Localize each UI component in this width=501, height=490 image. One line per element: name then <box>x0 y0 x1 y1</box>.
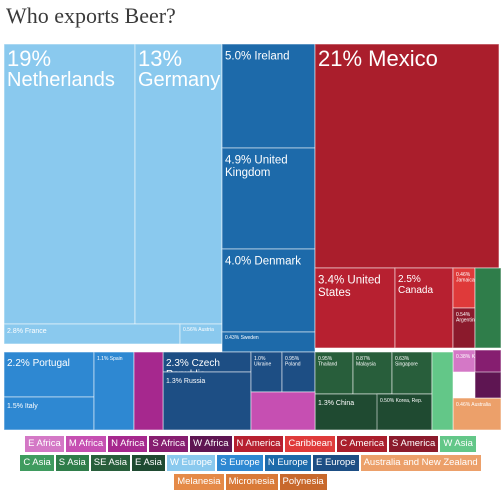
cell-minor-w-asia-27[interactable] <box>431 351 454 430</box>
cell-ireland[interactable]: 5.0% Ireland <box>221 43 316 149</box>
cell-korea-rep[interactable]: 0.50% Korea, Rep. <box>376 393 433 430</box>
cell-rect-minor-s-asia-28 <box>474 267 501 349</box>
cell-rect-canada <box>394 267 454 349</box>
cell-jamaica[interactable]: 0.46% Jamaica <box>452 267 476 309</box>
cell-label-korea-rep: 0.50% Korea, Rep. <box>380 398 422 404</box>
legend-item-e-africa[interactable]: E Africa <box>25 436 64 452</box>
cell-rect-korea-rep <box>376 393 433 430</box>
cell-rect-minor-w-asia-27 <box>431 351 454 430</box>
cell-united-states[interactable]: 3.4% United States <box>314 267 396 349</box>
legend-item-n-america[interactable]: N America <box>233 436 284 452</box>
cell-rect-united-states <box>314 267 396 349</box>
legend-item-se-asia[interactable]: SE Asia <box>90 455 131 471</box>
cell-france[interactable]: 2.8% France <box>3 323 181 345</box>
cell-label-australia: 0.46% Australia <box>456 402 491 408</box>
cell-rect-denmark <box>221 248 316 333</box>
legend-item-c-asia[interactable]: C Asia <box>20 455 54 471</box>
treemap-chart: 19% Netherlands 13% Germany 2.8% France 0.56%… <box>3 43 501 430</box>
legend-item-e-europe[interactable]: E Europe <box>312 455 359 471</box>
cell-label-canada: 2.5% Canada <box>398 274 433 296</box>
cell-rect-spain <box>93 351 135 430</box>
cell-rect-minor-w-africa-32 <box>474 371 501 399</box>
cell-rect-italy <box>3 396 95 430</box>
cell-label-argentina: 0.54% Argentina <box>456 312 478 324</box>
cell-rect-ukraine <box>250 351 283 393</box>
cell-netherlands[interactable]: 19% Netherlands <box>3 43 136 325</box>
cell-label-spain: 1.1% Spain <box>97 356 123 362</box>
cell-russia[interactable]: 1.3% Russia <box>162 371 252 430</box>
legend-item-w-europe[interactable]: W Europe <box>166 455 216 471</box>
cell-canada[interactable]: 2.5% Canada <box>394 267 454 349</box>
legend-item-caribbean[interactable]: Caribbean <box>285 436 336 452</box>
cell-rect-singapore <box>391 351 433 395</box>
legend-item-micronesia[interactable]: Micronesia <box>225 474 278 490</box>
cell-rect-mexico <box>314 43 500 269</box>
cell-label-ireland: 5.0% Ireland <box>225 51 290 63</box>
legend-item-m-africa[interactable]: M Africa <box>65 436 107 452</box>
cell-rect-portugal <box>3 351 95 398</box>
cell-rect-germany <box>134 43 223 325</box>
legend-item-australia-and-new-zealand[interactable]: Australia and New Zealand <box>360 455 481 471</box>
cell-portugal[interactable]: 2.2% Portugal <box>3 351 95 398</box>
cell-rect-minor-m-africa-31 <box>250 391 316 430</box>
cell-italy[interactable]: 1.5% Italy <box>3 396 95 430</box>
legend-item-c-america[interactable]: C America <box>337 436 388 452</box>
legend-item-polynesia[interactable]: Polynesia <box>279 474 327 490</box>
cell-label-netherlands: 19% Netherlands <box>7 46 115 91</box>
cell-denmark[interactable]: 4.0% Denmark <box>221 248 316 333</box>
cell-germany[interactable]: 13% Germany <box>134 43 223 325</box>
cell-label-thailand: 0.95% Thailand <box>318 356 337 368</box>
cell-argentina[interactable]: 0.54% Argentina <box>452 307 478 349</box>
cell-label-austria: 0.56% Austria <box>183 327 214 333</box>
cell-label-mexico: 21% Mexico <box>318 46 438 71</box>
legend-item-n-africa[interactable]: N Africa <box>108 436 148 452</box>
legend-item-e-asia[interactable]: E Asia <box>132 455 165 471</box>
legend-item-w-asia[interactable]: W Asia <box>440 436 476 452</box>
cell-label-ukraine: 1.0% Ukraine <box>254 356 271 368</box>
cell-label-italy: 1.5% Italy <box>7 403 38 410</box>
chart-title: Who exports Beer? <box>6 3 176 28</box>
cell-minor-s-asia-28[interactable] <box>474 267 501 349</box>
cell-minor-n-africa-30[interactable] <box>133 351 164 430</box>
cell-ukraine[interactable]: 1.0% Ukraine <box>250 351 283 393</box>
cell-label-denmark: 4.0% Denmark <box>225 256 301 268</box>
cell-united-kingdom[interactable]: 4.9% United Kingdom <box>221 147 316 250</box>
cell-label-france: 2.8% France <box>7 328 47 335</box>
legend-item-s-europe[interactable]: S Europe <box>217 455 263 471</box>
cell-label-sweden: 0.43% Sweden <box>225 335 259 341</box>
cell-label-kenya: 0.38% Kenya <box>456 354 486 360</box>
cell-rect-united-kingdom <box>221 147 316 250</box>
cell-label-united-kingdom: 4.9% United Kingdom <box>225 155 288 180</box>
cell-label-jamaica: 0.46% Jamaica <box>456 272 475 284</box>
cell-singapore[interactable]: 0.63% Singapore <box>391 351 433 395</box>
cell-label-poland: 0.95% Poland <box>285 356 301 368</box>
cell-austria[interactable]: 0.56% Austria <box>179 323 223 345</box>
cell-rect-minor-n-africa-30 <box>133 351 164 430</box>
cell-label-germany: 13% Germany <box>138 46 220 91</box>
cell-label-russia: 1.3% Russia <box>166 378 205 385</box>
cell-spain[interactable]: 1.1% Spain <box>93 351 135 430</box>
cell-label-united-states: 3.4% United States <box>318 275 381 300</box>
cell-label-malaysia: 0.87% Malaysia <box>356 356 376 368</box>
cell-mexico[interactable]: 21% Mexico <box>314 43 500 269</box>
cell-rect-netherlands <box>3 43 136 325</box>
legend-item-n-europe[interactable]: N Europe <box>264 455 311 471</box>
cell-label-portugal: 2.2% Portugal <box>7 358 70 369</box>
cell-label-china: 1.3% China <box>318 400 354 407</box>
legend-item-s-africa[interactable]: S Africa <box>149 436 189 452</box>
cell-poland[interactable]: 0.95% Poland <box>281 351 316 393</box>
cell-malaysia[interactable]: 0.87% Malaysia <box>352 351 393 395</box>
region-legend: E Africa M Africa N Africa S Africa W Africa… <box>0 436 501 490</box>
cell-sweden[interactable]: 0.43% Sweden <box>221 331 316 353</box>
cell-australia[interactable]: 0.46% Australia <box>452 397 501 430</box>
legend-item-w-africa[interactable]: W Africa <box>190 436 232 452</box>
cell-minor-m-africa-31[interactable] <box>250 391 316 430</box>
legend-item-melanesia[interactable]: Melanesia <box>174 474 224 490</box>
legend-item-s-asia[interactable]: S Asia <box>55 455 89 471</box>
cell-rect-russia <box>162 371 252 430</box>
cell-label-singapore: 0.63% Singapore <box>395 356 418 368</box>
cell-minor-w-africa-32[interactable] <box>474 371 501 399</box>
legend-item-s-america[interactable]: S America <box>389 436 439 452</box>
cell-thailand[interactable]: 0.95% Thailand <box>314 351 354 395</box>
